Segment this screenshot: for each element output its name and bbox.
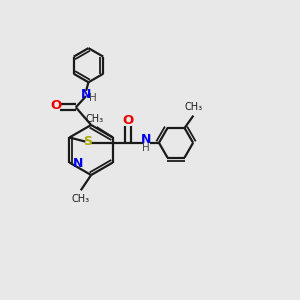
Text: N: N xyxy=(81,88,91,100)
Text: H: H xyxy=(142,143,150,153)
Text: N: N xyxy=(73,157,84,169)
Text: CH₃: CH₃ xyxy=(184,102,202,112)
Text: S: S xyxy=(83,135,92,148)
Text: O: O xyxy=(50,99,62,112)
Text: CH₃: CH₃ xyxy=(85,114,103,124)
Text: H: H xyxy=(89,94,97,103)
Text: CH₃: CH₃ xyxy=(72,194,90,204)
Text: O: O xyxy=(122,115,134,128)
Text: N: N xyxy=(140,133,151,146)
